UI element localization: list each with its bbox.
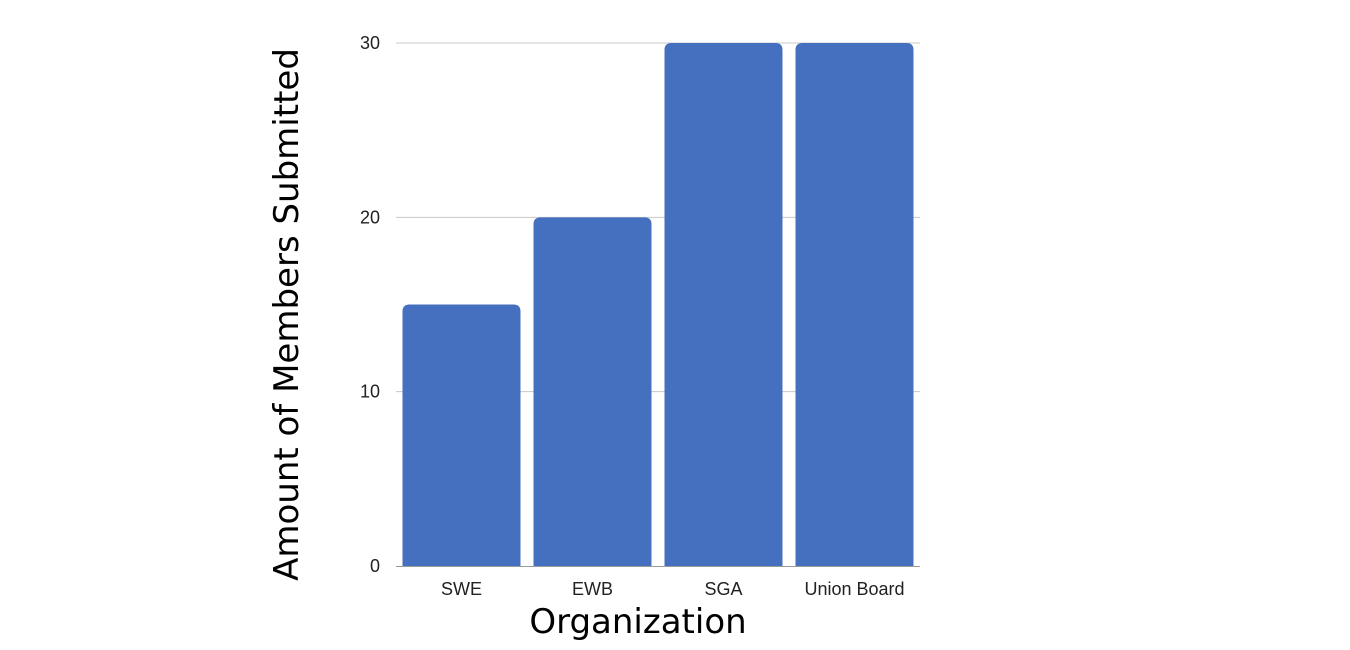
bar-swe bbox=[402, 304, 521, 566]
x-tick-label: EWB bbox=[572, 579, 613, 599]
y-tick-labels: 0 10 20 30 bbox=[360, 33, 380, 576]
y-tick-label: 10 bbox=[360, 382, 380, 402]
y-tick-label: 30 bbox=[360, 33, 380, 53]
x-tick-label: SWE bbox=[441, 579, 482, 599]
bars bbox=[402, 43, 914, 567]
y-axis-title: Amount of Members Submitted bbox=[267, 48, 307, 581]
x-tick-label: Union Board bbox=[804, 579, 904, 599]
bar-union-board bbox=[795, 43, 914, 566]
x-axis-title: Organization bbox=[529, 602, 746, 642]
x-tick-labels: SWE EWB SGA Union Board bbox=[441, 579, 905, 599]
y-tick-label: 0 bbox=[370, 556, 380, 576]
bar-sga bbox=[664, 43, 783, 566]
bar-ewb bbox=[533, 217, 652, 567]
x-tick-label: SGA bbox=[704, 579, 742, 599]
y-tick-label: 20 bbox=[360, 207, 380, 227]
